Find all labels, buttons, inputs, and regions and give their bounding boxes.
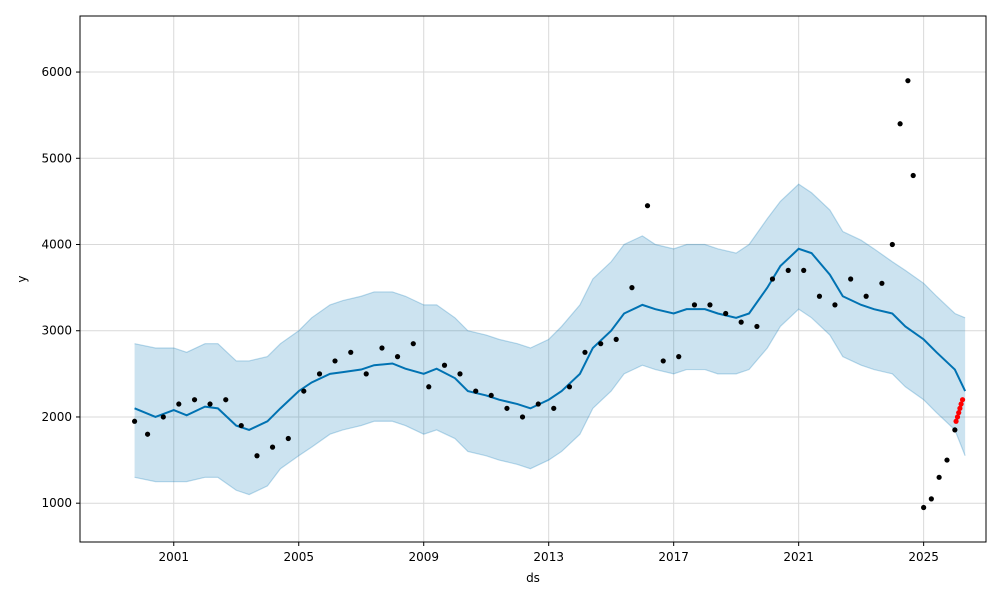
observed-point: [691, 302, 698, 308]
observed-point: [238, 422, 244, 429]
observed-point: [176, 401, 182, 407]
observed-point: [410, 341, 416, 347]
y-axis-label: y: [15, 275, 29, 282]
observed-point: [426, 384, 432, 390]
observed-point: [207, 401, 213, 407]
y-tick-label: 3000: [41, 324, 72, 338]
observed-point: [254, 453, 260, 459]
y-tick-label: 2000: [41, 410, 72, 424]
observed-point: [863, 293, 869, 299]
x-tick-label: 2001: [158, 550, 189, 564]
observed-point: [441, 362, 448, 368]
x-tick-label: 2005: [283, 550, 314, 564]
observed-point: [910, 172, 916, 179]
observed-point: [889, 241, 895, 248]
observed-point: [551, 405, 557, 411]
observed-point: [848, 276, 854, 282]
highlight-point: [954, 414, 961, 420]
observed-point: [723, 310, 729, 317]
forecast-line: [134, 247, 967, 431]
highlighted-points: [953, 397, 966, 424]
observed-point: [582, 349, 588, 355]
observed-point: [473, 388, 479, 394]
x-tick-label: 2009: [408, 550, 439, 564]
plot-area: [80, 16, 986, 542]
y-axis-ticks: 1000 2000 3000 4000 5000 6000: [41, 65, 80, 510]
observed-point: [379, 345, 385, 351]
interval-fill: [134, 184, 966, 495]
observed-point: [897, 121, 903, 127]
observed-point: [936, 474, 942, 480]
x-tick-label: 2025: [908, 550, 939, 564]
observed-points: [131, 78, 958, 511]
y-tick-label: 5000: [41, 151, 72, 165]
observed-point: [676, 354, 682, 360]
observed-point: [816, 293, 823, 299]
observed-point: [754, 323, 760, 330]
observed-point: [928, 496, 934, 502]
observed-point: [598, 341, 604, 347]
observed-point: [285, 435, 291, 442]
observed-point: [394, 354, 401, 360]
observed-point: [613, 336, 619, 342]
observed-point: [160, 414, 166, 420]
highlight-point: [959, 397, 966, 403]
highlight-point: [956, 410, 962, 416]
observed-point: [944, 457, 950, 463]
y-tick-label: 6000: [41, 65, 72, 79]
observed-point: [629, 285, 635, 291]
observed-point: [504, 405, 510, 411]
x-axis-ticks: 2001 2005 2009 2013 2017 2021 2025: [158, 542, 939, 564]
y-tick-label: 1000: [41, 496, 72, 510]
observed-point: [144, 431, 151, 437]
observed-point: [457, 371, 463, 377]
observed-point: [707, 302, 713, 308]
highlight-point: [957, 405, 963, 411]
x-tick-label: 2013: [533, 550, 564, 564]
interval-lower-edge: [134, 308, 966, 496]
observed-point: [348, 349, 354, 355]
observed-point: [905, 78, 911, 84]
uncertainty-interval: [134, 183, 966, 496]
highlight-point: [958, 401, 964, 407]
observed-point: [644, 203, 651, 209]
observed-point: [316, 371, 323, 377]
interval-upper-edge: [134, 183, 966, 362]
observed-point: [738, 319, 744, 325]
observed-point: [952, 427, 958, 433]
yhat-line: [134, 247, 967, 431]
observed-point: [801, 267, 807, 273]
observed-point: [131, 418, 138, 424]
y-tick-label: 4000: [41, 238, 72, 252]
observed-point: [921, 504, 927, 511]
observed-point: [301, 388, 307, 394]
x-tick-label: 2017: [658, 550, 689, 564]
observed-point: [785, 267, 791, 273]
observed-point: [223, 397, 229, 403]
observed-point: [332, 358, 338, 364]
observed-point: [566, 384, 573, 390]
grid-lines: [80, 16, 986, 542]
x-axis-label: ds: [526, 571, 540, 585]
observed-point: [660, 358, 666, 364]
observed-point: [191, 397, 198, 403]
observed-point: [363, 371, 369, 377]
plot-frame: [79, 15, 987, 543]
observed-point: [879, 280, 885, 286]
observed-point: [488, 392, 494, 399]
x-tick-label: 2021: [783, 550, 814, 564]
observed-point: [519, 414, 526, 420]
observed-point: [832, 302, 838, 308]
highlight-point: [953, 418, 959, 424]
observed-point: [535, 401, 541, 407]
observed-point: [269, 444, 276, 450]
observed-point: [769, 276, 776, 282]
